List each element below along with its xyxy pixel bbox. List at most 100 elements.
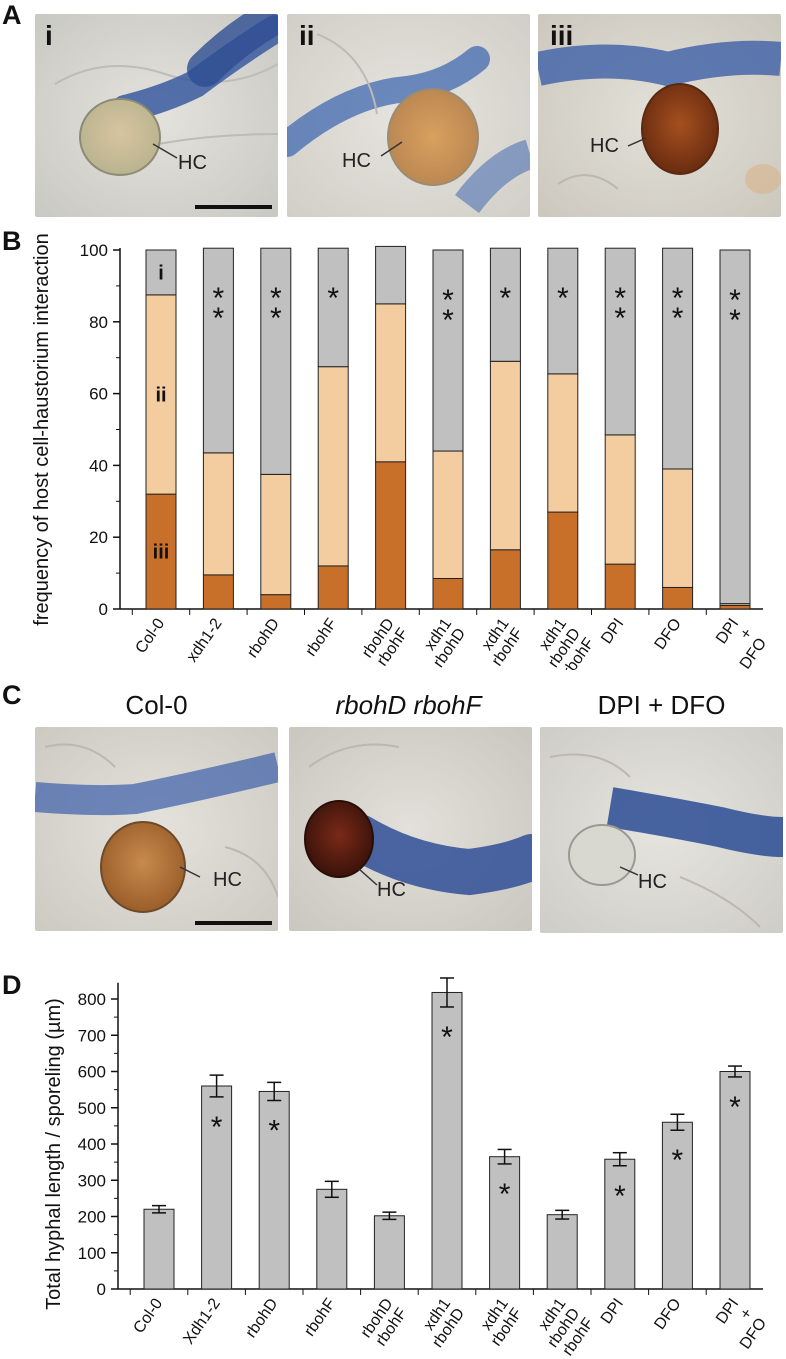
significance-star-b: * — [213, 282, 225, 315]
bar-d — [661, 1121, 693, 1290]
bar-d — [201, 1085, 233, 1290]
bar-d — [431, 991, 463, 1290]
bar-segment-i — [317, 247, 349, 368]
x-tick-label-b: rbohDrbohF — [359, 615, 412, 670]
micrograph-a-i-image — [35, 14, 278, 217]
x-tick-label-b: xdh1-2 — [184, 615, 226, 665]
significance-star-d: * — [729, 1091, 741, 1124]
x-tick-label-b: DFO — [652, 616, 685, 653]
panel-c-title-dpi-dfo: DPI + DFO — [597, 690, 726, 720]
x-tick-label-d: DPI+DFO — [709, 1296, 770, 1353]
bar-segment-iii — [375, 461, 407, 610]
micrograph-a-iii-image — [538, 14, 781, 217]
micrograph-c-col0: HC — [35, 727, 278, 931]
bar-segment-iii — [432, 577, 464, 610]
bar-segment-ii — [202, 452, 234, 576]
bar-segment-i — [375, 245, 407, 305]
significance-star-d: * — [614, 1180, 626, 1213]
significance-star-d: * — [211, 1111, 223, 1144]
significance-star-b: * — [327, 282, 339, 315]
significance-star-b: * — [270, 282, 282, 315]
y-tick-label-b: 0 — [99, 600, 108, 619]
bar-segment-ii — [432, 450, 464, 579]
y-axis-label-b: frequency of host cell-haustorium intera… — [31, 233, 53, 625]
micrograph-c-col0-hc-label: HC — [213, 869, 242, 891]
x-tick-label-d: xdh1rbohD — [415, 1295, 468, 1350]
y-tick-label-d: 500 — [78, 1099, 106, 1118]
significance-star-b: * — [614, 282, 626, 315]
y-tick-label-d: 600 — [78, 1063, 106, 1082]
micrograph-a-ii-label: ii — [299, 20, 315, 51]
significance-star-b: * — [213, 302, 225, 335]
bar-segment-iii — [317, 565, 349, 610]
significance-star-b: * — [500, 282, 512, 315]
micrograph-c-dpi-dfo: HC — [540, 727, 783, 933]
micrograph-c-rbohd-rbohf: HC — [289, 727, 532, 931]
bar-segment-ii — [604, 434, 636, 565]
x-tick-label-b: DPI+DFO — [709, 616, 770, 670]
scale-bar — [195, 205, 272, 209]
panel-letter-d: D — [2, 970, 22, 1000]
significance-star-b: * — [270, 302, 282, 335]
micrograph-c-rbohd-rbohf-image — [289, 727, 532, 931]
bar-segment-ii — [547, 373, 579, 513]
bar-segment-i — [260, 247, 292, 475]
micrograph-a-i-label: i — [45, 20, 53, 51]
significance-star-b: * — [442, 284, 454, 317]
scale-bar-c — [195, 921, 272, 925]
y-axis-label-d: Total hyphal length / sporeling (µm) — [43, 998, 65, 1310]
significance-star-b: * — [557, 282, 569, 315]
bar-segment-iii — [489, 549, 521, 610]
significance-star-b: * — [729, 284, 741, 317]
bar-d — [489, 1156, 521, 1290]
bar-segment-i — [547, 247, 579, 375]
bar-segment-iii — [547, 511, 579, 610]
significance-star-d: * — [672, 1144, 684, 1177]
y-tick-label-b: 60 — [89, 385, 108, 404]
bar-segment-iii — [145, 493, 177, 610]
bar-segment-i — [432, 249, 464, 452]
x-tick-label-d: xdh1rbohF — [474, 1295, 526, 1349]
y-tick-label-d: 400 — [78, 1135, 106, 1154]
bar-segment-iii — [260, 594, 292, 610]
y-tick-label-d: 100 — [78, 1244, 106, 1263]
micrograph-a-iii-label: iii — [550, 20, 574, 51]
y-tick-label-b: 100 — [80, 241, 108, 260]
significance-star-b: * — [614, 302, 626, 335]
bar-d — [373, 1215, 405, 1290]
bar-segment-ii — [662, 468, 694, 588]
y-tick-label-d: 0 — [97, 1280, 106, 1299]
bar-d — [316, 1188, 348, 1290]
bar-segment-ii — [317, 366, 349, 567]
significance-star-d: * — [499, 1178, 511, 1211]
bar-segment-i — [145, 249, 177, 296]
bar-segment-i — [719, 249, 751, 605]
series-label-i: i — [158, 262, 164, 284]
micrograph-a-iii: iii HC — [538, 14, 781, 217]
x-tick-label-b: rbohD — [244, 616, 283, 661]
bar-segment-i — [202, 247, 234, 454]
chart-b: 0 20 40 60 80 100 frequency of host cell-haust… — [31, 233, 770, 670]
micrograph-c-col0-image — [35, 727, 278, 931]
panel-letter-a: A — [2, 0, 22, 30]
x-tick-label-d: rbohDrbohF — [358, 1295, 411, 1350]
significance-star-d: * — [268, 1115, 280, 1148]
x-tick-label-b: rbohF — [303, 615, 341, 659]
y-tick-label-d: 700 — [78, 1026, 106, 1045]
panel-letter-c: C — [2, 680, 22, 710]
y-tick-label-d: 200 — [78, 1208, 106, 1227]
x-tick-label-d: rbohD — [243, 1296, 282, 1341]
significance-star-b: * — [672, 282, 684, 315]
y-tick-label-d: 300 — [78, 1171, 106, 1190]
micrograph-a-iii-hc-label: HC — [590, 135, 619, 157]
bar-segment-iii — [719, 604, 751, 610]
bar-d — [258, 1090, 290, 1290]
y-tick-label-b: 20 — [89, 528, 108, 547]
x-tick-label-b: Col-0 — [132, 615, 168, 656]
panel-letter-b: B — [2, 226, 22, 256]
micrograph-a-ii-image — [287, 14, 530, 217]
bar-segment-iii — [662, 586, 694, 610]
x-tick-label-d: Xdh1-2 — [180, 1295, 224, 1347]
y-tick-label-b: 80 — [89, 313, 108, 332]
x-tick-label-b: xdh1rbohD — [416, 615, 469, 670]
